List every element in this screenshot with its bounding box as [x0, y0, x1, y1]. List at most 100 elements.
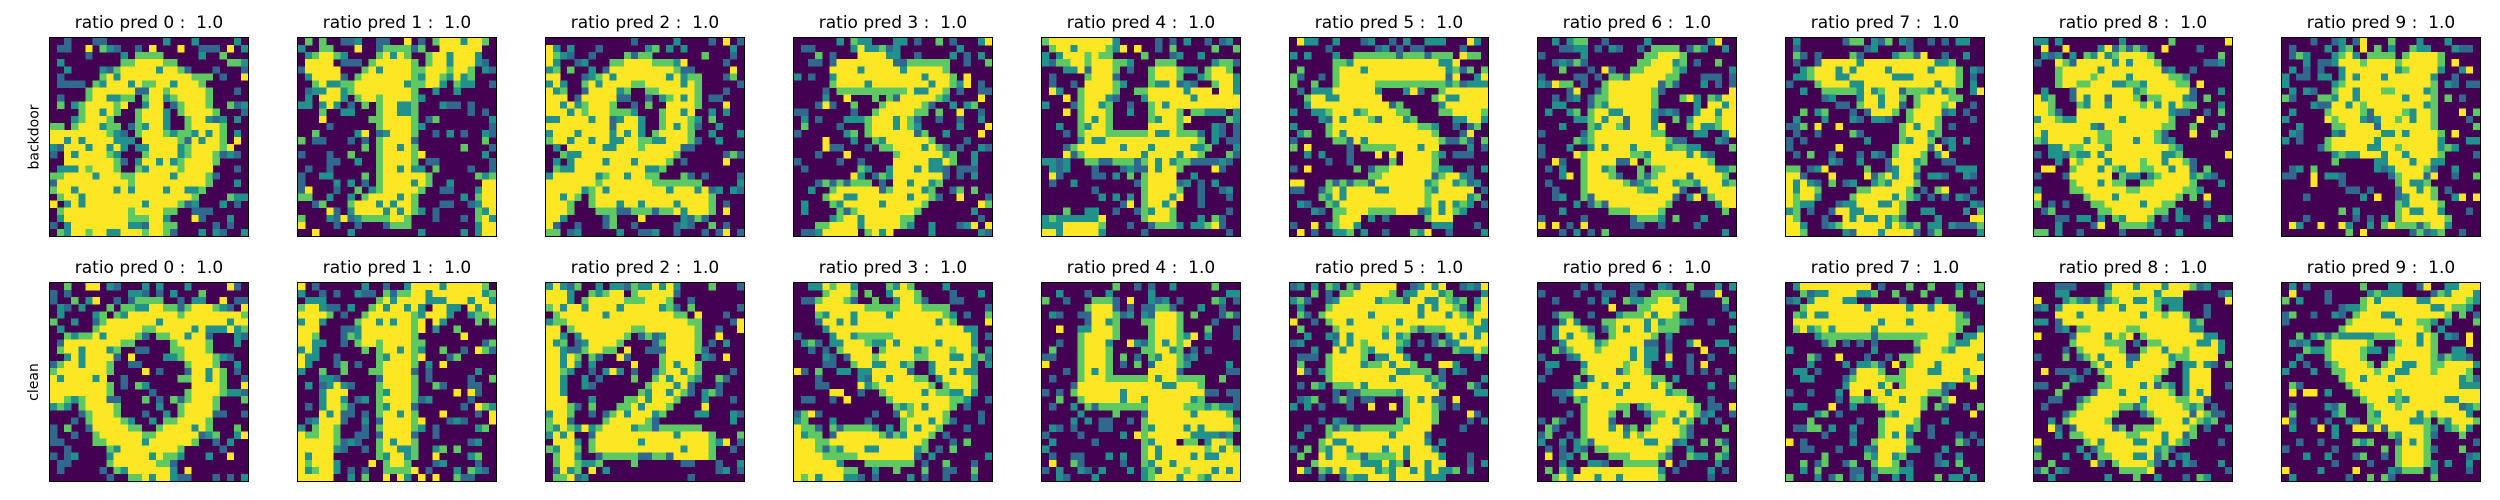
heatmap-cell: [198, 158, 206, 166]
heatmap-cell: [1856, 94, 1865, 102]
heatmap-cell: [1325, 221, 1333, 230]
heatmap-cell: [2104, 115, 2113, 124]
heatmap-cell: [2366, 186, 2375, 194]
heatmap-cell: [340, 73, 348, 81]
heatmap-cell: [233, 137, 242, 145]
heatmap-cell: [198, 94, 206, 102]
heatmap-cell: [857, 115, 866, 124]
heatmap-cell: [488, 80, 496, 88]
heatmap-cell: [71, 367, 79, 376]
heatmap-cell: [488, 221, 496, 230]
heatmap-cell: [801, 165, 809, 173]
heatmap-cell: [2161, 101, 2169, 110]
heatmap-cell: [1389, 165, 1397, 173]
heatmap-cell: [2289, 87, 2297, 95]
heatmap-cell: [659, 73, 667, 81]
heatmap-cell: [900, 158, 908, 166]
heatmap-cell: [113, 346, 122, 355]
heatmap-cell: [1169, 101, 1177, 110]
heatmap-cell: [2402, 122, 2410, 131]
heatmap-cell: [170, 228, 178, 236]
heatmap-cell: [630, 52, 639, 60]
heatmap-cell: [836, 59, 844, 67]
heatmap-cell: [1899, 214, 1907, 223]
heatmap-cell: [198, 122, 206, 131]
heatmap-cell: [177, 172, 185, 180]
heatmap-cell: [212, 318, 221, 326]
heatmap-cell: [127, 66, 136, 74]
heatmap-cell: [595, 129, 603, 138]
heatmap-cell: [467, 80, 476, 88]
heatmap-cell: [78, 186, 86, 194]
heatmap-cell: [878, 52, 887, 60]
heatmap-cell: [963, 73, 972, 81]
heatmap-cell: [914, 66, 922, 74]
heatmap-cell: [1679, 144, 1687, 152]
heatmap-cell: [673, 151, 681, 159]
heatmap-cell: [106, 80, 114, 88]
heatmap-cell: [163, 115, 171, 124]
heatmap-cell: [546, 207, 554, 216]
heatmap-cell: [1672, 66, 1680, 74]
heatmap-cell: [1360, 207, 1369, 216]
heatmap-cell: [715, 228, 724, 236]
heatmap-cell: [2366, 87, 2375, 95]
heatmap-cell: [900, 101, 908, 110]
heatmap-cell: [1133, 158, 1142, 166]
heatmap-cell: [1892, 94, 1900, 102]
heatmap-cell: [2402, 207, 2410, 216]
heatmap-cell: [1403, 38, 1411, 46]
heatmap-cell: [2062, 115, 2070, 124]
heatmap-cell: [2217, 101, 2226, 110]
heatmap-cell: [1098, 73, 1106, 81]
heatmap-cell: [949, 38, 957, 46]
heatmap-cell: [460, 66, 469, 74]
heatmap-cell: [1786, 228, 1794, 236]
heatmap-cell: [1424, 80, 1432, 88]
heatmap-cell: [1906, 122, 1914, 131]
heatmap-cell: [205, 151, 213, 159]
heatmap-cell: [1637, 66, 1645, 74]
heatmap-cell: [1658, 122, 1666, 131]
heatmap-cell: [1332, 87, 1340, 95]
heatmap-cell: [1637, 137, 1645, 145]
heatmap-cell: [205, 129, 213, 138]
heatmap-cell: [219, 52, 228, 60]
heatmap-cell: [829, 228, 837, 236]
heatmap-cell: [546, 52, 554, 60]
heatmap-cell: [57, 122, 65, 131]
heatmap-cell: [170, 94, 178, 102]
heatmap-cell: [694, 101, 702, 110]
heatmap-cell: [71, 207, 79, 216]
heatmap-cell: [1417, 129, 1425, 138]
heatmap-cell: [1594, 186, 1602, 194]
heatmap-cell: [2140, 137, 2148, 145]
heatmap-cell: [843, 186, 851, 194]
heatmap-cell: [1821, 66, 1829, 74]
heatmap-cell: [1091, 80, 1099, 88]
heatmap-cell: [149, 172, 157, 180]
heatmap-cell: [191, 144, 199, 152]
heatmap-cell: [602, 214, 610, 223]
heatmap-cell: [1927, 38, 1935, 46]
heatmap-cell: [326, 172, 334, 180]
heatmap-cell: [2133, 172, 2141, 180]
heatmap-cell: [687, 186, 695, 194]
heatmap-cell: [170, 151, 178, 159]
heatmap-cell: [801, 228, 809, 236]
heatmap-cell: [970, 221, 979, 230]
heatmap-cell: [233, 297, 242, 305]
heatmap-cell: [2359, 94, 2368, 102]
heatmap-cell: [659, 179, 667, 187]
heatmap-cell: [2423, 122, 2431, 131]
heatmap-cell: [1637, 165, 1645, 173]
heatmap-cell: [177, 186, 185, 194]
heatmap-cell: [1389, 129, 1397, 138]
heatmap-cell: [305, 186, 313, 194]
heatmap-cell: [588, 122, 596, 131]
heatmap-cell: [1438, 186, 1446, 194]
heatmap-cell: [177, 339, 185, 347]
heatmap-cell: [226, 144, 235, 152]
heatmap-cell: [2430, 193, 2438, 201]
heatmap-cell: [1714, 179, 1723, 187]
